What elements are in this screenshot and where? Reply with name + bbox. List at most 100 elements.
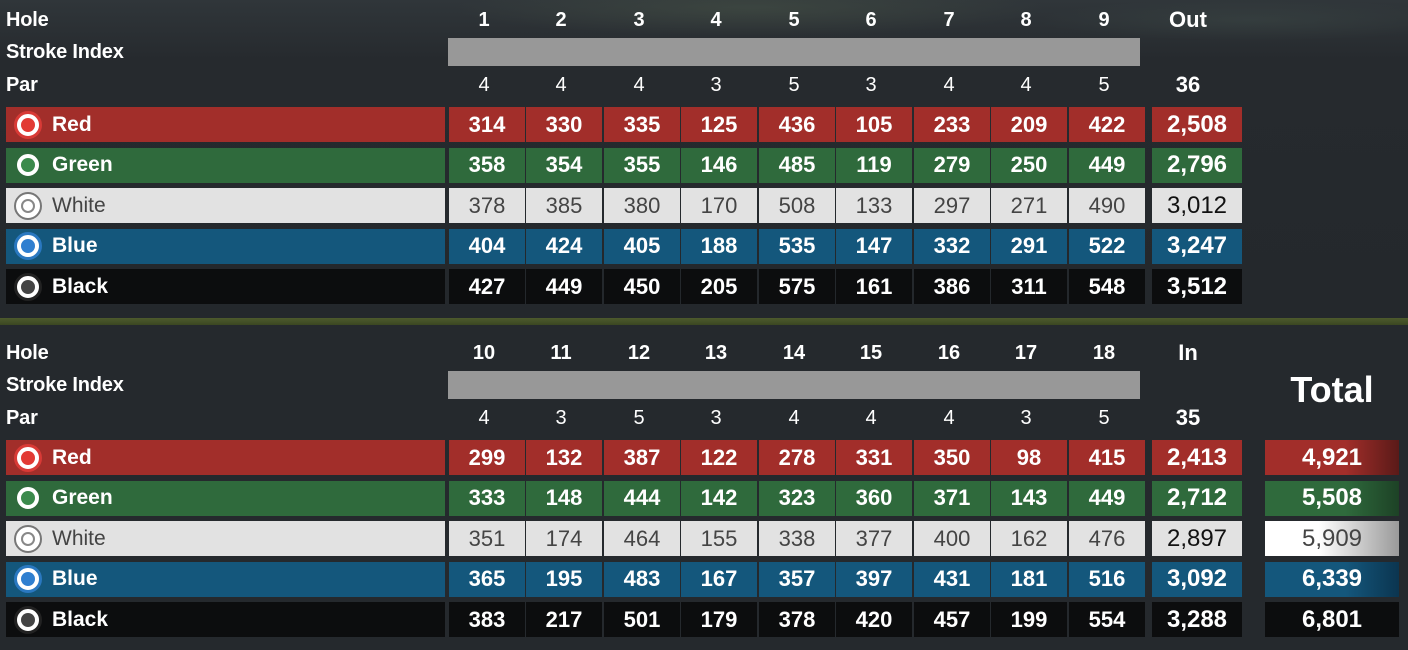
front-hole-label: Hole [6,9,49,31]
yardage-cell: 554 [1069,602,1145,637]
yardage-cell: 360 [836,480,912,516]
back-hole-number: 10 [472,342,496,364]
back-par-value: 4 [478,407,490,429]
yardage-cell: 400 [914,521,990,556]
back-yardage-subtotal: 3,288 [1152,602,1242,637]
yardage-cell: 508 [759,188,835,223]
tee-name-label: White [52,193,106,217]
yardage-cell: 161 [836,269,912,304]
yardage-cell: 271 [991,188,1067,223]
front-par-total: 36 [1175,72,1201,97]
yardage-cell: 365 [449,561,525,597]
tee-row-red-back[interactable]: Red [6,440,445,475]
tee-row-white-front[interactable]: White [6,188,445,223]
yardage-cell: 335 [604,107,680,142]
yardage-cell: 146 [681,147,757,183]
yardage-cell: 380 [604,188,680,223]
tee-row-green-front[interactable]: Green [6,147,445,183]
front-par-value: 5 [1098,74,1110,96]
golf-ball-tee-icon [14,443,42,472]
yardage-cell: 217 [526,602,602,637]
front-hole-number: 7 [943,9,955,31]
back-par-value: 5 [1098,407,1110,429]
yardage-total: 6,801 [1265,602,1399,637]
back-hole-number: 13 [704,342,728,364]
yardage-cell: 338 [759,521,835,556]
yardage-cell: 209 [991,107,1067,142]
front-stroke-index-bar [448,38,1140,66]
tee-name-label: Red [52,445,92,469]
yardage-cell: 378 [449,188,525,223]
front-yardage-subtotal: 3,012 [1152,188,1242,223]
yardage-cell: 405 [604,228,680,264]
yardage-cell: 147 [836,228,912,264]
tee-name-label: Blue [52,234,98,257]
tee-row-green-back[interactable]: Green [6,480,445,516]
back-hole-label: Hole [6,342,49,364]
front-yardage-subtotal: 3,247 [1152,228,1242,264]
yardage-cell: 167 [681,561,757,597]
golf-ball-tee-icon [14,191,42,220]
back-yardage-subtotal: 2,712 [1152,480,1242,516]
yardage-cell: 170 [681,188,757,223]
back-hole-number: 15 [859,342,883,364]
yardage-cell: 358 [449,147,525,183]
back-par-value: 5 [633,407,645,429]
yardage-cell: 142 [681,480,757,516]
back-hole-number: 18 [1092,342,1116,364]
front-hole-number: 6 [865,9,877,31]
yardage-cell: 143 [991,480,1067,516]
yardage-cell: 404 [449,228,525,264]
yardage-cell: 522 [1069,228,1145,264]
yardage-cell: 333 [449,480,525,516]
yardage-cell: 422 [1069,107,1145,142]
back-yardage-subtotal: 2,413 [1152,440,1242,475]
yardage-cell: 155 [681,521,757,556]
tee-name-label: Black [52,607,109,631]
yardage-cell: 490 [1069,188,1145,223]
tee-name-label: Green [52,153,113,176]
yardage-cell: 350 [914,440,990,475]
yardage-cell: 122 [681,440,757,475]
front-hole-number: 1 [478,9,490,31]
back-par-value: 4 [788,407,800,429]
back-stroke-index-bar [448,371,1140,399]
tee-row-blue-front[interactable]: Blue [6,228,445,264]
yardage-cell: 332 [914,228,990,264]
tee-row-black-front[interactable]: Black [6,269,445,304]
front-par-value: 4 [555,74,567,96]
yardage-cell: 351 [449,521,525,556]
yardage-cell: 535 [759,228,835,264]
tee-row-blue-back[interactable]: Blue [6,561,445,597]
yardage-cell: 278 [759,440,835,475]
golf-ball-tee-icon [14,272,42,301]
tee-row-black-back[interactable]: Black [6,602,445,637]
tee-row-red-front[interactable]: Red [6,107,445,142]
yardage-cell: 483 [604,561,680,597]
front-par-label: Par [6,74,38,96]
yardage-cell: 119 [836,147,912,183]
front-par-value: 3 [710,74,722,96]
yardage-cell: 386 [914,269,990,304]
yardage-cell: 179 [681,602,757,637]
back-summary-header: In [1178,340,1198,365]
back-par-value: 4 [865,407,877,429]
tee-name-label: Black [52,274,109,298]
back-par-value: 4 [943,407,955,429]
back-hole-number: 16 [937,342,961,364]
total-header: Total [1290,369,1374,410]
yardage-cell: 385 [526,188,602,223]
yardage-cell: 291 [991,228,1067,264]
yardage-cell: 420 [836,602,912,637]
back-par-label: Par [6,407,38,429]
yardage-cell: 355 [604,147,680,183]
golf-ball-tee-icon [14,605,42,634]
yardage-cell: 485 [759,147,835,183]
yardage-cell: 516 [1069,561,1145,597]
yardage-cell: 424 [526,228,602,264]
tee-row-white-back[interactable]: White [6,521,445,556]
yardage-cell: 449 [1069,147,1145,183]
golf-ball-tee-icon [14,524,42,553]
back-par-value: 3 [1020,407,1032,429]
golf-ball-tee-icon [14,484,42,512]
